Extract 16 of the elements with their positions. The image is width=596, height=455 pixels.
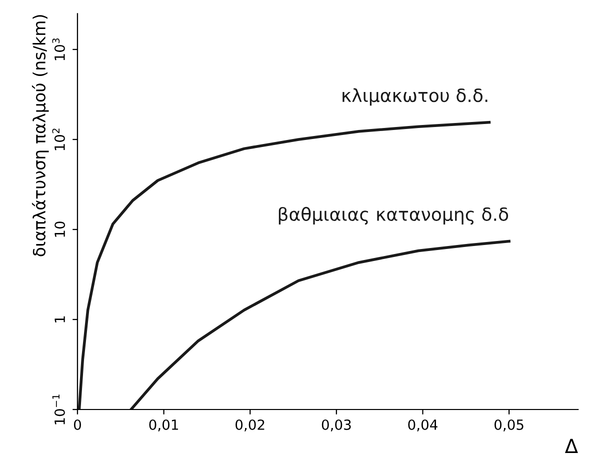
x-tick-label: 0,03 (322, 419, 351, 432)
series-label: βαθμιαιας κατανομης δ.δ (278, 206, 508, 225)
line-series (130, 240, 510, 410)
y-tick-label: 10$^{−1}$ (52, 394, 65, 424)
x-tick-label: 0,01 (149, 419, 178, 432)
y-axis-title: διαπλάτυνση παλμού (ns/km) (32, 15, 49, 256)
x-tick-label: 0,05 (494, 419, 524, 432)
x-tick-label: 0,02 (236, 419, 264, 432)
series-label: κλιμακωτου δ.δ. (342, 88, 488, 106)
x-tick-label: 0,04 (408, 419, 438, 432)
x-tick-label: 0 (74, 419, 81, 430)
y-tick-label: 10 (54, 222, 66, 237)
y-tick-label: 10$^{2}$ (52, 128, 65, 150)
y-tick-label: 10$^{3}$ (52, 38, 65, 60)
y-tick-label: 1 (54, 316, 65, 322)
x-axis-title: Δ (564, 438, 578, 453)
